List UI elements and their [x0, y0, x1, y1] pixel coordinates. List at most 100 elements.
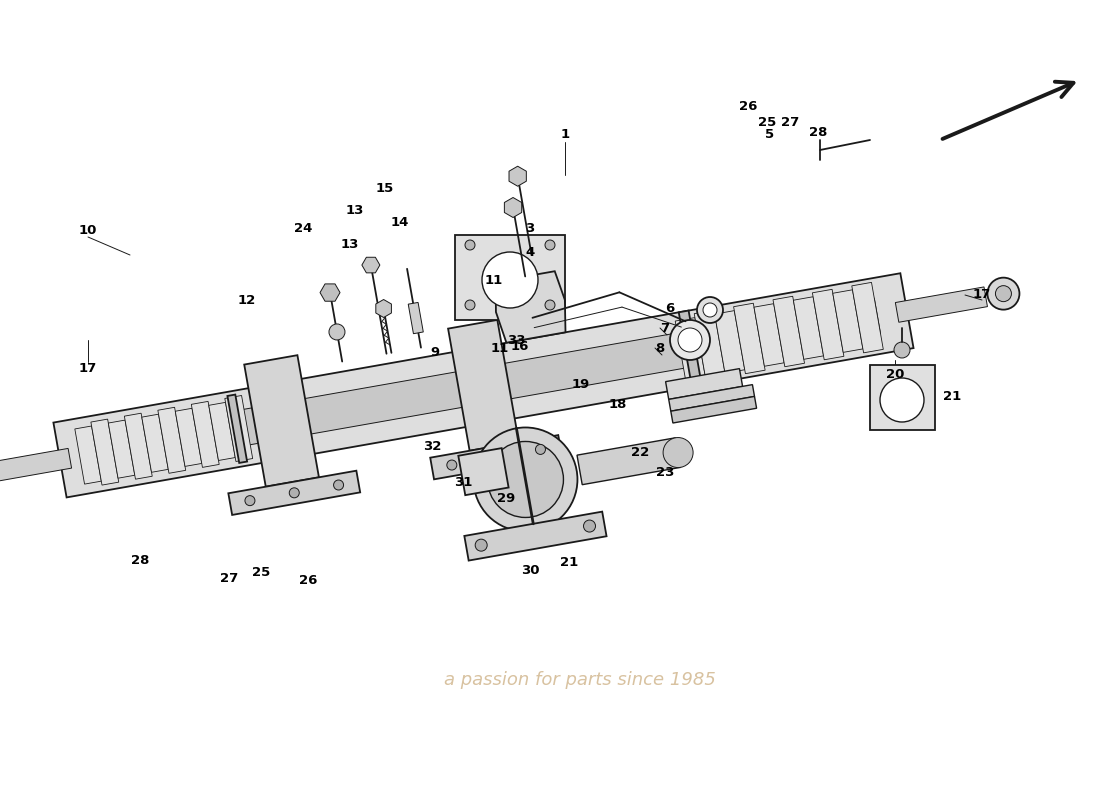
Circle shape	[245, 496, 255, 506]
Text: 7: 7	[660, 322, 670, 334]
Bar	[870, 365, 935, 430]
Polygon shape	[813, 290, 844, 360]
Polygon shape	[108, 420, 135, 478]
Polygon shape	[362, 258, 380, 273]
Polygon shape	[851, 282, 883, 353]
Polygon shape	[734, 303, 766, 374]
Circle shape	[487, 442, 563, 518]
Circle shape	[333, 480, 343, 490]
Text: 24: 24	[294, 222, 312, 234]
Polygon shape	[793, 297, 824, 359]
Polygon shape	[754, 304, 784, 366]
Text: 27: 27	[781, 115, 799, 129]
Polygon shape	[464, 512, 606, 561]
Polygon shape	[229, 470, 360, 515]
Polygon shape	[430, 435, 562, 479]
Polygon shape	[895, 287, 988, 322]
Text: 11: 11	[491, 342, 509, 354]
Text: 17: 17	[79, 362, 97, 374]
Polygon shape	[157, 407, 186, 474]
Polygon shape	[142, 414, 168, 472]
Polygon shape	[666, 369, 743, 399]
Text: 33: 33	[507, 334, 526, 346]
Polygon shape	[715, 310, 745, 373]
Text: 11: 11	[485, 274, 503, 286]
Text: 6: 6	[666, 302, 674, 314]
Circle shape	[880, 378, 924, 422]
Polygon shape	[224, 395, 253, 462]
Polygon shape	[675, 318, 705, 380]
Circle shape	[447, 460, 456, 470]
Polygon shape	[75, 426, 101, 484]
Text: 14: 14	[390, 217, 409, 230]
Text: 15: 15	[376, 182, 394, 194]
Circle shape	[663, 438, 693, 467]
Polygon shape	[408, 302, 424, 334]
Text: 27: 27	[220, 571, 238, 585]
Circle shape	[329, 324, 345, 340]
Polygon shape	[0, 449, 72, 484]
Text: 3: 3	[526, 222, 535, 234]
Circle shape	[482, 252, 538, 308]
Circle shape	[583, 520, 595, 532]
Circle shape	[465, 300, 475, 310]
Polygon shape	[54, 274, 913, 498]
Text: 28: 28	[808, 126, 827, 138]
Circle shape	[536, 445, 546, 454]
Polygon shape	[671, 397, 757, 423]
Text: 20: 20	[886, 369, 904, 382]
Circle shape	[996, 286, 1011, 302]
Polygon shape	[694, 310, 726, 381]
Text: 30: 30	[520, 563, 539, 577]
Polygon shape	[669, 385, 755, 411]
Polygon shape	[228, 394, 248, 463]
Circle shape	[703, 303, 717, 317]
Text: 31: 31	[454, 475, 472, 489]
Text: 10: 10	[79, 223, 97, 237]
Polygon shape	[244, 355, 319, 486]
Circle shape	[670, 320, 710, 360]
Text: 26: 26	[299, 574, 317, 586]
Polygon shape	[773, 296, 804, 366]
Circle shape	[894, 342, 910, 358]
Polygon shape	[175, 408, 201, 466]
Text: 18: 18	[608, 398, 627, 411]
Polygon shape	[91, 419, 119, 485]
Text: 17: 17	[972, 287, 991, 301]
Text: 29: 29	[497, 491, 515, 505]
Polygon shape	[459, 448, 508, 495]
Polygon shape	[124, 414, 152, 479]
Circle shape	[473, 427, 578, 531]
Polygon shape	[496, 271, 565, 342]
Circle shape	[988, 278, 1020, 310]
Circle shape	[544, 300, 556, 310]
Bar	[455, 235, 565, 320]
Circle shape	[697, 297, 723, 323]
Text: 1: 1	[560, 129, 570, 142]
Text: 12: 12	[238, 294, 256, 307]
Text: 5: 5	[766, 129, 774, 142]
Text: a passion for parts since 1985: a passion for parts since 1985	[444, 671, 716, 689]
Polygon shape	[833, 290, 862, 352]
Text: 22: 22	[631, 446, 649, 458]
Circle shape	[678, 328, 702, 352]
Text: 13: 13	[341, 238, 360, 250]
Polygon shape	[509, 166, 526, 186]
Text: 26: 26	[739, 99, 757, 113]
Text: 28: 28	[131, 554, 150, 566]
Text: 21: 21	[943, 390, 961, 403]
Polygon shape	[448, 320, 519, 450]
Text: 32: 32	[422, 439, 441, 453]
Text: 13: 13	[345, 203, 364, 217]
Text: 8: 8	[656, 342, 664, 354]
Circle shape	[491, 452, 502, 462]
Polygon shape	[320, 284, 340, 302]
Polygon shape	[376, 299, 392, 318]
Text: 19: 19	[572, 378, 590, 390]
Polygon shape	[87, 298, 880, 473]
Circle shape	[289, 488, 299, 498]
Circle shape	[465, 240, 475, 250]
Text: 4: 4	[526, 246, 535, 258]
Polygon shape	[209, 402, 235, 461]
Text: 21: 21	[560, 557, 579, 570]
